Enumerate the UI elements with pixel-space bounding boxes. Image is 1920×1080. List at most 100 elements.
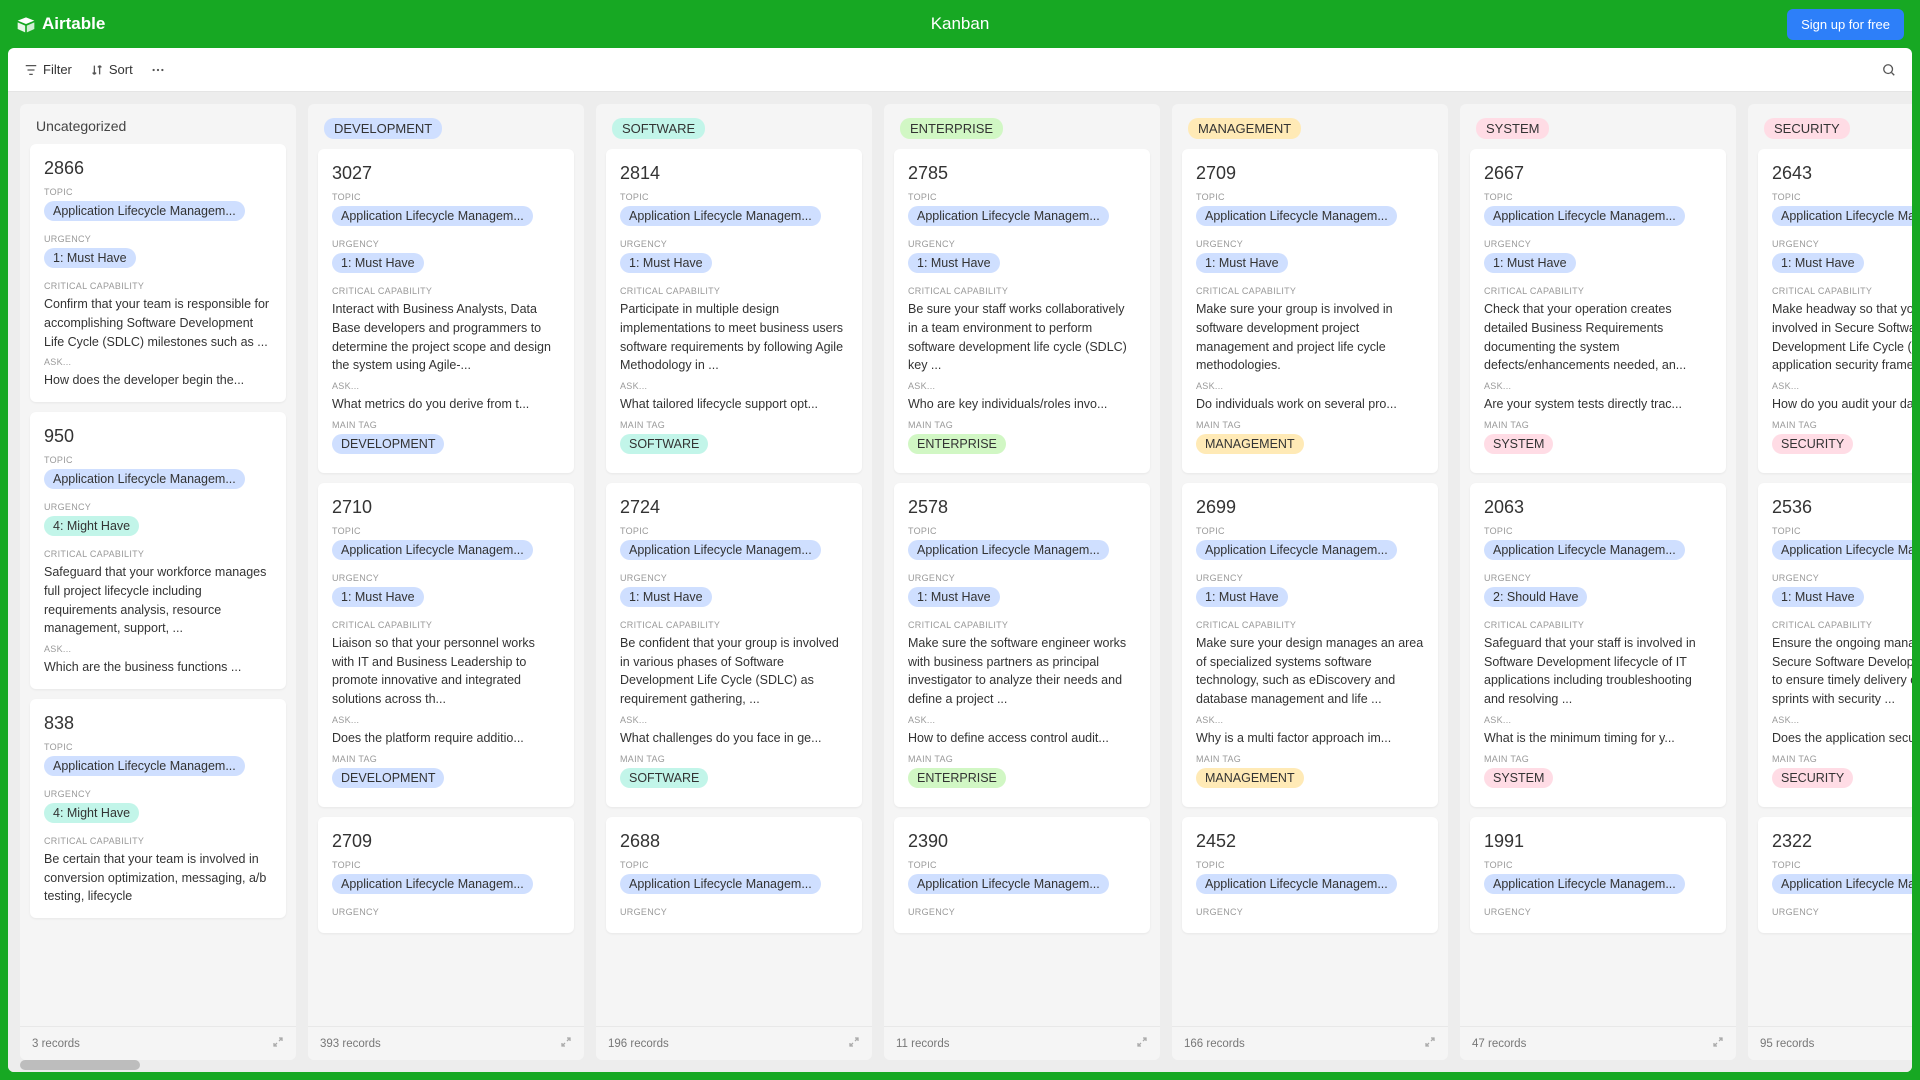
ask-text: What tailored lifecycle support opt... <box>620 395 848 414</box>
capability-text: Make sure the software engineer works wi… <box>908 634 1136 709</box>
signup-button[interactable]: Sign up for free <box>1787 9 1904 40</box>
column-header[interactable]: SOFTWARE <box>596 104 872 149</box>
expand-icon[interactable] <box>272 1036 284 1051</box>
urgency-pill: 1: Must Have <box>44 248 136 268</box>
topic-pill: Application Lifecycle Managem... <box>908 540 1109 560</box>
capability-text: Safeguard that your workforce manages fu… <box>44 563 272 638</box>
search-icon <box>1882 63 1896 77</box>
horizontal-scrollbar[interactable] <box>20 1060 140 1070</box>
kanban-card[interactable]: 950TOPICApplication Lifecycle Managem...… <box>30 412 286 689</box>
column-header[interactable]: SYSTEM <box>1460 104 1736 149</box>
kanban-card[interactable]: 2452TOPICApplication Lifecycle Managem..… <box>1182 817 1438 933</box>
expand-icon[interactable] <box>1712 1036 1724 1051</box>
field-label-topic: TOPIC <box>44 455 272 465</box>
ask-text: How to define access control audit... <box>908 729 1136 748</box>
kanban-board[interactable]: Uncategorized2866TOPICApplication Lifecy… <box>8 92 1912 1072</box>
kanban-card[interactable]: 838TOPICApplication Lifecycle Managem...… <box>30 699 286 918</box>
field-label-topic: TOPIC <box>1484 192 1712 202</box>
kanban-card[interactable]: 2667TOPICApplication Lifecycle Managem..… <box>1470 149 1726 473</box>
field-label-urgency: URGENCY <box>44 234 272 244</box>
field-label-main-tag: MAIN TAG <box>620 754 848 764</box>
record-count: 47 records <box>1472 1038 1526 1050</box>
field-label-capability: CRITICAL CAPABILITY <box>1196 286 1424 296</box>
expand-icon[interactable] <box>1136 1036 1148 1051</box>
main-tag-pill: SOFTWARE <box>620 434 708 454</box>
topic-pill: Application Lifecycle Managem... <box>908 874 1109 894</box>
ask-text: What is the minimum timing for y... <box>1484 729 1712 748</box>
kanban-column-enterprise: ENTERPRISE2785TOPICApplication Lifecycle… <box>884 104 1160 1060</box>
kanban-column-system: SYSTEM2667TOPICApplication Lifecycle Man… <box>1460 104 1736 1060</box>
cards-container[interactable]: 2785TOPICApplication Lifecycle Managem..… <box>884 149 1160 1026</box>
field-label-main-tag: MAIN TAG <box>1196 420 1424 430</box>
filter-button[interactable]: Filter <box>24 62 72 77</box>
topic-pill: Application Lifecycle Managem... <box>44 201 245 221</box>
field-label-urgency: URGENCY <box>1484 239 1712 249</box>
field-label-topic: TOPIC <box>1196 860 1424 870</box>
logo[interactable]: Airtable <box>16 14 105 34</box>
kanban-card[interactable]: 1991TOPICApplication Lifecycle Managem..… <box>1470 817 1726 933</box>
cards-container[interactable]: 2866TOPICApplication Lifecycle Managem..… <box>20 144 296 1026</box>
kanban-card[interactable]: 2643TOPICApplication Lifecycle Managem..… <box>1758 149 1912 473</box>
main-tag-pill: SECURITY <box>1772 434 1853 454</box>
field-label-ask: ASK... <box>332 381 560 391</box>
field-label-ask: ASK... <box>620 715 848 725</box>
kanban-card[interactable]: 2322TOPICApplication Lifecycle Managem..… <box>1758 817 1912 933</box>
kanban-card[interactable]: 2710TOPICApplication Lifecycle Managem..… <box>318 483 574 807</box>
field-label-urgency: URGENCY <box>620 573 848 583</box>
cards-container[interactable]: 2814TOPICApplication Lifecycle Managem..… <box>596 149 872 1026</box>
record-count: 166 records <box>1184 1038 1245 1050</box>
field-label-urgency: URGENCY <box>620 907 848 917</box>
urgency-pill: 4: Might Have <box>44 803 139 823</box>
expand-icon[interactable] <box>1424 1036 1436 1051</box>
kanban-card[interactable]: 2724TOPICApplication Lifecycle Managem..… <box>606 483 862 807</box>
sort-button[interactable]: Sort <box>90 62 133 77</box>
topbar: Airtable Kanban Sign up for free <box>0 0 1920 48</box>
kanban-card[interactable]: 2063TOPICApplication Lifecycle Managem..… <box>1470 483 1726 807</box>
card-id: 1991 <box>1484 831 1712 852</box>
kanban-card[interactable]: 2390TOPICApplication Lifecycle Managem..… <box>894 817 1150 933</box>
column-header[interactable]: Uncategorized <box>20 104 296 144</box>
kanban-card[interactable]: 2709TOPICApplication Lifecycle Managem..… <box>318 817 574 933</box>
main-tag-pill: DEVELOPMENT <box>332 768 444 788</box>
card-id: 3027 <box>332 163 560 184</box>
kanban-card[interactable]: 2866TOPICApplication Lifecycle Managem..… <box>30 144 286 402</box>
field-label-ask: ASK... <box>44 644 272 654</box>
column-footer: 393 records <box>308 1026 584 1060</box>
expand-icon[interactable] <box>848 1036 860 1051</box>
ask-text: Does the platform require additio... <box>332 729 560 748</box>
topic-pill: Application Lifecycle Managem... <box>44 469 245 489</box>
column-header[interactable]: MANAGEMENT <box>1172 104 1448 149</box>
column-footer: 11 records <box>884 1026 1160 1060</box>
field-label-main-tag: MAIN TAG <box>1772 754 1912 764</box>
field-label-topic: TOPIC <box>908 526 1136 536</box>
kanban-card[interactable]: 2699TOPICApplication Lifecycle Managem..… <box>1182 483 1438 807</box>
column-tag: SOFTWARE <box>612 118 705 139</box>
kanban-card[interactable]: 3027TOPICApplication Lifecycle Managem..… <box>318 149 574 473</box>
kanban-card[interactable]: 2688TOPICApplication Lifecycle Managem..… <box>606 817 862 933</box>
column-header[interactable]: ENTERPRISE <box>884 104 1160 149</box>
search-button[interactable] <box>1882 63 1896 77</box>
column-header[interactable]: DEVELOPMENT <box>308 104 584 149</box>
capability-text: Interact with Business Analysts, Data Ba… <box>332 300 560 375</box>
capability-text: Check that your operation creates detail… <box>1484 300 1712 375</box>
cards-container[interactable]: 2643TOPICApplication Lifecycle Managem..… <box>1748 149 1912 1026</box>
column-header[interactable]: SECURITY <box>1748 104 1912 149</box>
more-button[interactable] <box>151 63 165 77</box>
kanban-card[interactable]: 2709TOPICApplication Lifecycle Managem..… <box>1182 149 1438 473</box>
cards-container[interactable]: 2667TOPICApplication Lifecycle Managem..… <box>1460 149 1736 1026</box>
expand-icon[interactable] <box>560 1036 572 1051</box>
filter-label: Filter <box>43 62 72 77</box>
kanban-column-development: DEVELOPMENT3027TOPICApplication Lifecycl… <box>308 104 584 1060</box>
kanban-card[interactable]: 2536TOPICApplication Lifecycle Managem..… <box>1758 483 1912 807</box>
capability-text: Make headway so that your staff is invol… <box>1772 300 1912 375</box>
kanban-card[interactable]: 2814TOPICApplication Lifecycle Managem..… <box>606 149 862 473</box>
field-label-ask: ASK... <box>1196 715 1424 725</box>
ask-text: How do you audit your data throu... <box>1772 395 1912 414</box>
cards-container[interactable]: 2709TOPICApplication Lifecycle Managem..… <box>1172 149 1448 1026</box>
ask-text: Does the application security ensu... <box>1772 729 1912 748</box>
cards-container[interactable]: 3027TOPICApplication Lifecycle Managem..… <box>308 149 584 1026</box>
field-label-topic: TOPIC <box>44 187 272 197</box>
kanban-card[interactable]: 2578TOPICApplication Lifecycle Managem..… <box>894 483 1150 807</box>
sort-icon <box>90 63 104 77</box>
kanban-card[interactable]: 2785TOPICApplication Lifecycle Managem..… <box>894 149 1150 473</box>
